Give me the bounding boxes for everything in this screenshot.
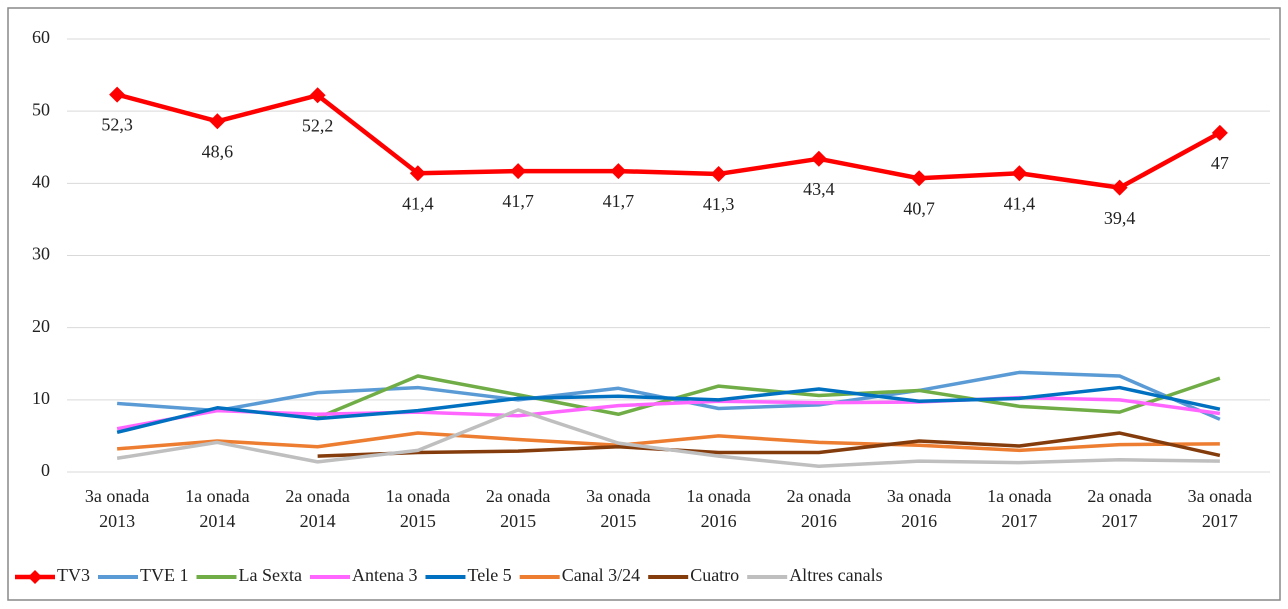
data-marker	[610, 163, 627, 180]
data-marker	[209, 113, 226, 130]
x-tick-label: 2a onada	[1087, 486, 1151, 506]
x-tick-label: 2015	[600, 511, 636, 531]
data-label: 41,7	[603, 191, 635, 211]
data-label: 47	[1211, 153, 1229, 173]
x-tick-label: 2015	[500, 511, 536, 531]
x-tick-label: 2016	[801, 511, 837, 531]
x-tick-label: 2015	[400, 511, 436, 531]
x-tick-label: 2014	[199, 511, 235, 531]
legend-label: Antena 3	[352, 565, 417, 585]
legend-label: Canal 3/24	[562, 565, 641, 585]
data-marker	[1111, 179, 1128, 196]
data-label: 40,7	[903, 198, 935, 218]
data-marker	[510, 163, 527, 180]
y-tick-label: 50	[32, 99, 50, 119]
data-marker	[1211, 124, 1228, 141]
legend-label: Cuatro	[690, 565, 739, 585]
x-tick-label: 2017	[1001, 511, 1037, 531]
x-tick-label: 1a onada	[987, 486, 1051, 506]
x-tick-label: 2017	[1102, 511, 1138, 531]
legend-label: La Sexta	[239, 565, 302, 585]
y-tick-label: 40	[32, 171, 50, 191]
x-tick-label: 2016	[701, 511, 737, 531]
y-tick-label: 60	[32, 27, 50, 47]
x-tick-label: 3a onada	[1188, 486, 1252, 506]
data-marker	[309, 87, 326, 104]
series-line	[116, 92, 1221, 190]
data-label: 41,3	[703, 194, 735, 214]
x-tick-label: 2013	[99, 511, 135, 531]
data-label: 41,4	[1004, 193, 1036, 213]
x-tick-label: 1a onada	[686, 486, 750, 506]
series-line	[116, 408, 1220, 468]
x-tick-label: 2014	[300, 511, 336, 531]
data-marker	[109, 86, 126, 103]
legend-marker	[28, 570, 42, 584]
data-marker	[911, 170, 928, 187]
x-tick-label: 3a onada	[887, 486, 951, 506]
x-tick-label: 2a onada	[787, 486, 851, 506]
data-label: 52,2	[302, 115, 334, 135]
x-tick-label: 2017	[1202, 511, 1238, 531]
x-tick-label: 3a onada	[586, 486, 650, 506]
data-label: 52,3	[101, 115, 133, 135]
x-tick-label: 1a onada	[386, 486, 450, 506]
legend-label: Tele 5	[467, 565, 511, 585]
y-tick-label: 30	[32, 244, 50, 264]
x-tick-label: 2a onada	[486, 486, 550, 506]
data-label: 43,4	[803, 179, 835, 199]
data-label: 41,7	[502, 191, 534, 211]
series-line	[316, 374, 1221, 420]
legend-label: Altres canals	[789, 565, 882, 585]
series-line	[116, 385, 1221, 435]
x-tick-label: 2016	[901, 511, 937, 531]
y-tick-label: 20	[32, 316, 50, 336]
data-label: 48,6	[202, 141, 234, 161]
series-line	[116, 431, 1220, 453]
series-line	[317, 431, 1221, 458]
x-tick-label: 3a onada	[85, 486, 149, 506]
chart-border	[7, 7, 1281, 601]
legend-label: TV3	[57, 565, 90, 585]
data-marker	[710, 165, 727, 182]
y-tick-label: 10	[32, 388, 50, 408]
x-tick-label: 2a onada	[285, 486, 349, 506]
data-marker	[1011, 165, 1028, 182]
data-marker	[409, 165, 426, 182]
data-label: 39,4	[1104, 208, 1136, 228]
x-tick-label: 1a onada	[185, 486, 249, 506]
y-tick-label: 0	[41, 460, 50, 480]
data-label: 41,4	[402, 193, 434, 213]
data-marker	[810, 150, 827, 167]
legend-label: TVE 1	[140, 565, 189, 585]
